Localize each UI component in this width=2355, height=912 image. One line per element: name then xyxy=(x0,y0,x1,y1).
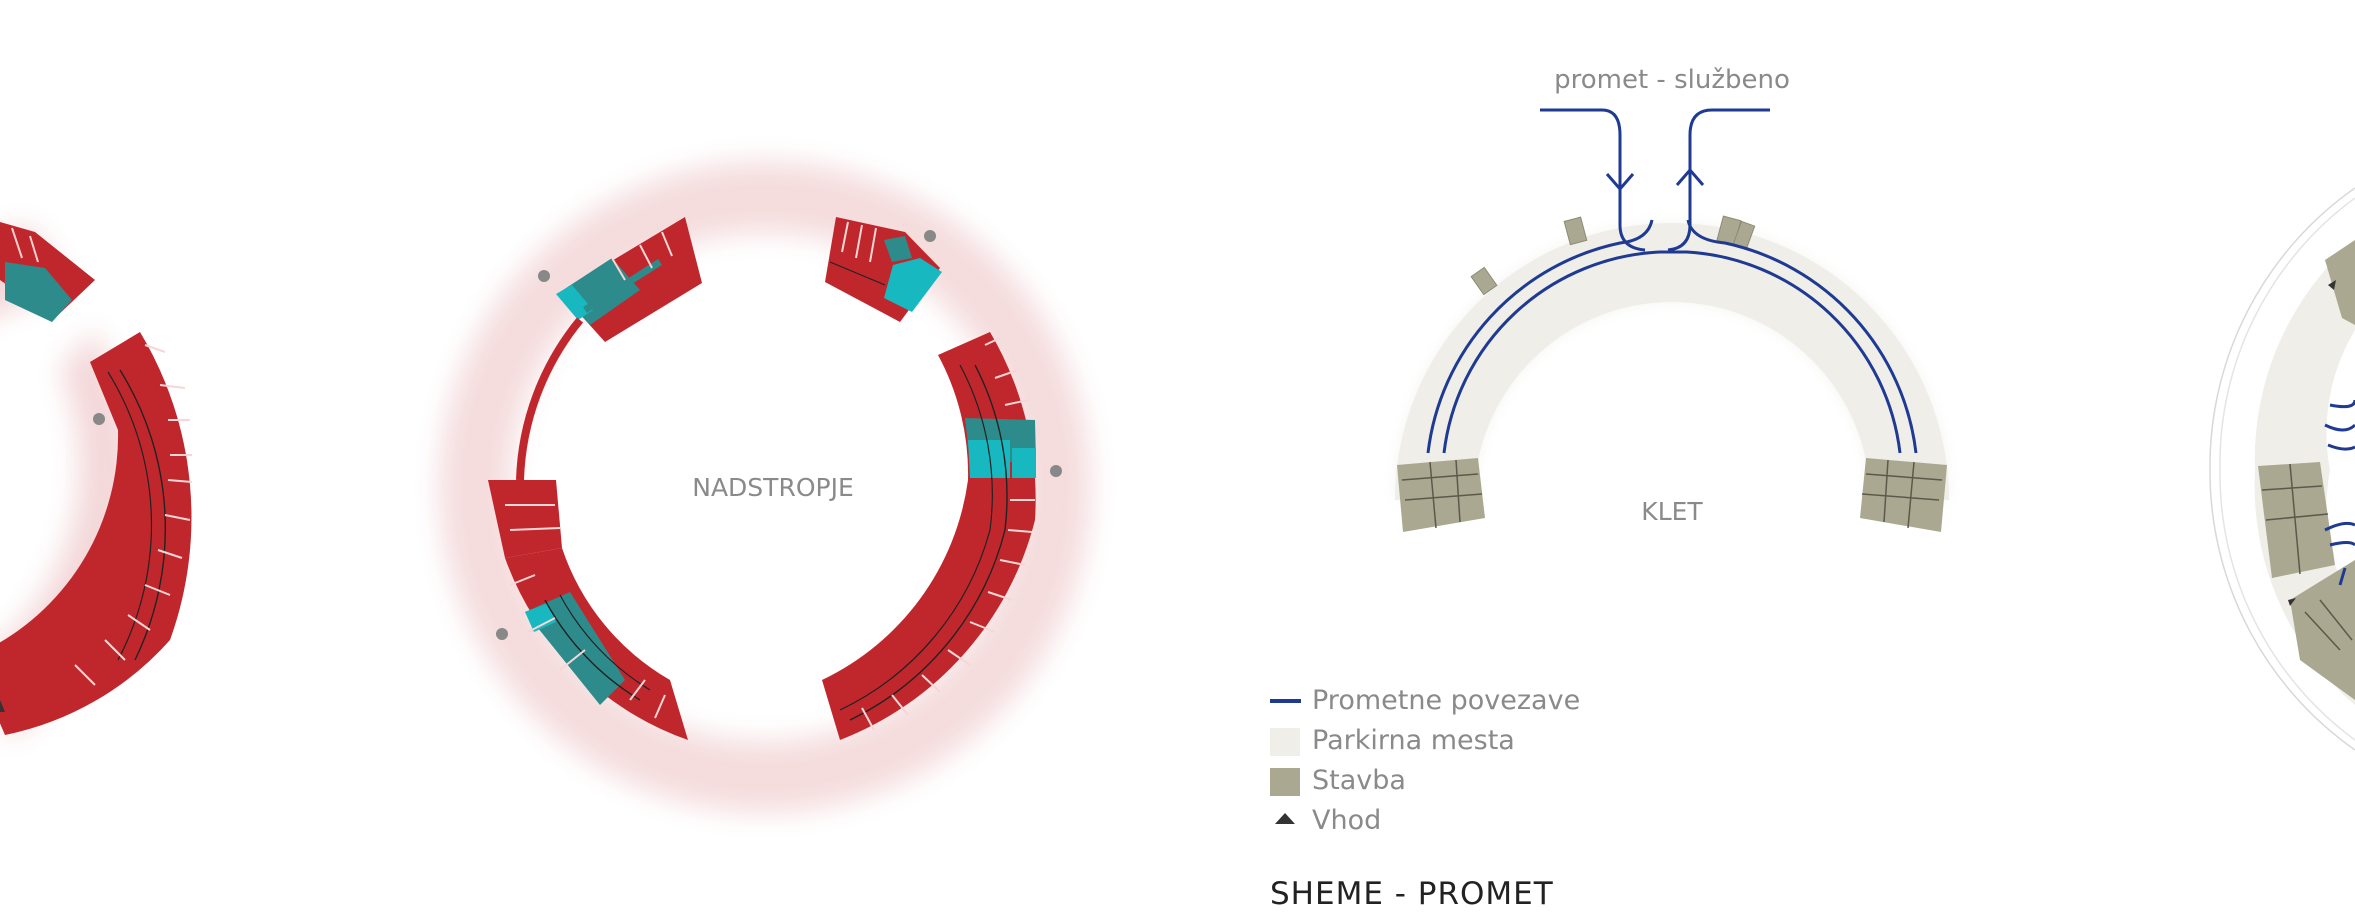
legend-label: Stavba xyxy=(1312,765,1406,796)
klet-building-small-1 xyxy=(1470,266,1498,296)
right-ring-building-mid xyxy=(2258,462,2335,578)
legend-label: Prometne povezave xyxy=(1312,685,1581,716)
nadstropje-connector-arc xyxy=(516,317,584,481)
klet-building-small-2 xyxy=(1563,216,1588,246)
left-ring-teal-block xyxy=(5,262,72,322)
legend-box-swatch xyxy=(1270,768,1300,796)
klet-ring: KLET promet - službeno xyxy=(1395,65,1949,532)
nadstropje-ring: NADSTROPJE xyxy=(440,162,1090,812)
nadstropje-cyan-top-right xyxy=(884,258,942,312)
klet-building-left xyxy=(1397,458,1485,532)
left-ring-main-arc xyxy=(0,332,192,735)
nadstropje-entrance-dot-e xyxy=(1050,465,1062,477)
nadstropje-label: NADSTROPJE xyxy=(692,473,854,502)
nadstropje-segment-left-stub xyxy=(488,480,562,558)
section-title: SHEME - PROMET xyxy=(1270,876,1554,912)
klet-parking-arc xyxy=(1395,223,1949,500)
triangle-icon xyxy=(1275,813,1295,824)
nadstropje-entrance-dot-ne xyxy=(924,230,936,242)
left-ring-entrance-dot xyxy=(93,413,105,425)
klet-traffic-lines xyxy=(1426,108,1918,454)
nadstropje-entrance-dot-nw xyxy=(538,270,550,282)
nadstropje-entrance-dot-sw xyxy=(496,628,508,640)
legend-label: Vhod xyxy=(1312,805,1382,836)
legend-line-swatch xyxy=(1270,699,1301,703)
traffic-caption: promet - službeno xyxy=(1554,65,1790,95)
legend-label: Parkirna mesta xyxy=(1312,725,1515,756)
left-ring-partial xyxy=(0,222,193,740)
klet-building-right xyxy=(1860,458,1947,532)
klet-label: KLET xyxy=(1641,497,1703,526)
right-ring-partial xyxy=(2209,187,2355,751)
legend-box-swatch xyxy=(1270,728,1300,756)
right-ring-building-top xyxy=(2325,240,2355,325)
